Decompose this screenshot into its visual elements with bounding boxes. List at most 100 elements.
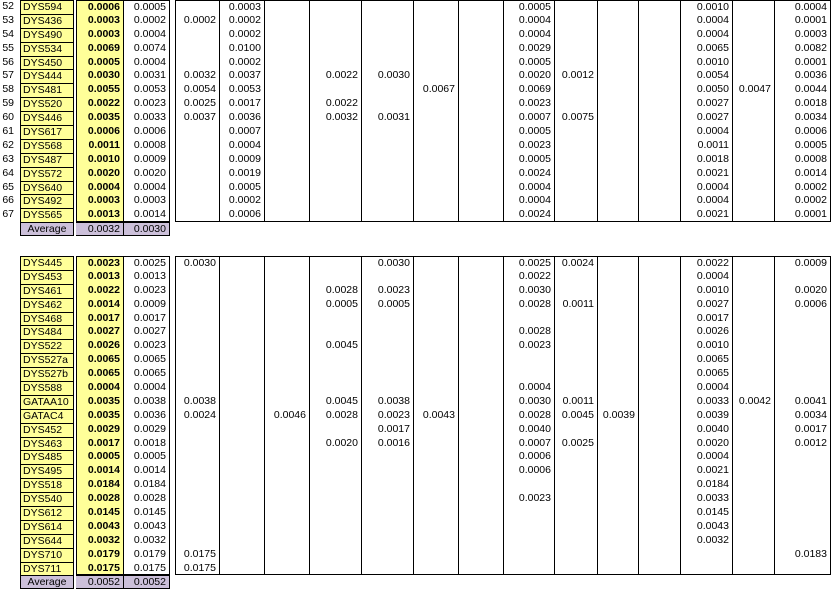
value-cell[interactable] [362,478,414,493]
value-cell[interactable] [362,547,414,562]
value-cell[interactable] [362,464,414,479]
marker-name-cell[interactable]: DYS481 [20,83,74,98]
marker-name-cell[interactable]: DYS711 [20,561,74,576]
value-cell[interactable] [362,180,414,195]
value-cell[interactable]: 0.0032 [175,69,220,84]
value-cell[interactable]: 0.0025 [555,436,598,451]
value-cell[interactable] [639,394,681,409]
value-cell[interactable] [265,166,310,181]
value-cell[interactable] [555,478,598,493]
value-cell[interactable] [775,478,831,493]
marker-name-cell[interactable]: DYS520 [20,97,74,112]
value-cell[interactable]: 0.0020 [124,166,170,181]
value-cell[interactable] [598,450,639,465]
value-cell[interactable]: 0.0005 [504,0,555,14]
value-cell[interactable]: 0.0010 [681,0,733,14]
value-cell[interactable]: 0.0179 [124,547,170,562]
value-cell[interactable]: 0.0030 [76,69,124,84]
value-cell[interactable] [459,464,504,479]
value-cell[interactable] [175,208,220,223]
value-cell[interactable] [639,256,681,270]
value-cell[interactable]: 0.0030 [504,394,555,409]
value-cell[interactable]: 0.0034 [775,111,831,126]
value-cell[interactable]: 0.0037 [175,111,220,126]
value-cell[interactable]: 0.0183 [775,547,831,562]
value-cell[interactable] [504,506,555,520]
marker-name-cell[interactable]: DYS518 [20,478,74,493]
value-cell[interactable] [220,311,265,326]
value-cell[interactable] [220,256,265,270]
value-cell[interactable] [459,394,504,409]
value-cell[interactable] [504,353,555,368]
value-cell[interactable]: 0.0014 [76,464,124,479]
value-cell[interactable] [733,339,775,354]
value-cell[interactable] [598,152,639,167]
value-cell[interactable]: 0.0022 [76,97,124,112]
value-cell[interactable]: 0.0004 [681,13,733,28]
row-number[interactable]: 65 [2,180,14,193]
value-cell[interactable] [555,194,598,209]
value-cell[interactable] [733,506,775,520]
value-cell[interactable] [265,208,310,223]
value-cell[interactable] [598,297,639,312]
value-cell[interactable] [598,97,639,112]
value-cell[interactable] [220,394,265,409]
value-cell[interactable] [555,422,598,437]
value-cell[interactable] [265,194,310,209]
value-cell[interactable] [414,194,459,209]
value-cell[interactable]: 0.0009 [124,297,170,312]
value-cell[interactable]: 0.0028 [504,297,555,312]
value-cell[interactable] [459,55,504,70]
value-cell[interactable]: 0.0036 [775,69,831,84]
value-cell[interactable]: 0.0016 [362,436,414,451]
value-cell[interactable]: 0.0022 [76,283,124,298]
value-cell[interactable] [414,547,459,562]
value-cell[interactable]: 0.0024 [504,208,555,223]
value-cell[interactable] [598,381,639,395]
value-cell[interactable] [220,408,265,423]
value-cell[interactable] [733,311,775,326]
value-cell[interactable]: 0.0040 [681,422,733,437]
value-cell[interactable]: 0.0027 [76,325,124,340]
value-cell[interactable]: 0.0045 [555,408,598,423]
value-cell[interactable] [175,138,220,153]
value-cell[interactable] [775,506,831,520]
value-cell[interactable]: 0.0001 [775,55,831,70]
row-number[interactable]: 63 [2,152,14,165]
value-cell[interactable] [459,436,504,451]
value-cell[interactable] [598,27,639,42]
value-cell[interactable] [598,492,639,507]
value-cell[interactable] [598,269,639,284]
value-cell[interactable]: 0.0019 [220,166,265,181]
value-cell[interactable] [310,311,362,326]
value-cell[interactable] [175,0,220,14]
value-cell[interactable]: 0.0005 [76,55,124,70]
value-cell[interactable]: 0.0082 [775,41,831,56]
value-cell[interactable]: 0.0044 [775,83,831,98]
value-cell[interactable] [598,561,639,576]
value-cell[interactable]: 0.0045 [310,394,362,409]
value-cell[interactable] [639,339,681,354]
value-cell[interactable] [265,339,310,354]
value-cell[interactable]: 0.0053 [220,83,265,98]
value-cell[interactable]: 0.0010 [681,55,733,70]
value-cell[interactable] [555,492,598,507]
value-cell[interactable] [733,166,775,181]
value-cell[interactable]: 0.0017 [681,311,733,326]
value-cell[interactable] [362,41,414,56]
value-cell[interactable] [362,561,414,576]
value-cell[interactable]: 0.0017 [362,422,414,437]
marker-name-cell[interactable]: DYS453 [20,269,74,284]
value-cell[interactable] [459,381,504,395]
value-cell[interactable] [504,547,555,562]
value-cell[interactable] [265,269,310,284]
value-cell[interactable] [265,547,310,562]
value-cell[interactable]: 0.0004 [681,450,733,465]
value-cell[interactable] [414,111,459,126]
value-cell[interactable]: 0.0037 [220,69,265,84]
value-cell[interactable] [459,533,504,548]
value-cell[interactable] [362,138,414,153]
value-cell[interactable] [639,13,681,28]
value-cell[interactable] [220,283,265,298]
marker-name-cell[interactable]: DYS452 [20,422,74,437]
